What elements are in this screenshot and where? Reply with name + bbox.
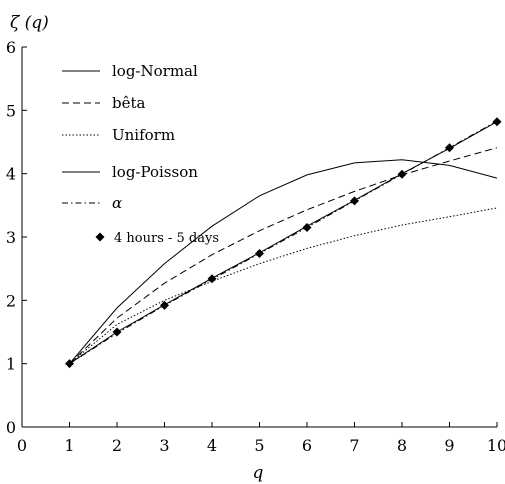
- y-tick-label: 6: [6, 38, 16, 57]
- x-tick-label: 7: [349, 436, 359, 455]
- y-tick-label: 5: [6, 101, 16, 120]
- y-axis-label: ζ (q): [10, 13, 49, 33]
- series-line-uniform: [69, 207, 498, 365]
- ticks: 0 1 2 3 4 5 6 7 8 9 10 0 1 2 3 4 5 6: [6, 38, 505, 455]
- marker-point: [350, 196, 359, 206]
- marker-point: [397, 169, 407, 179]
- y-tick-label: 0: [6, 418, 16, 437]
- x-axis-label: q: [253, 463, 264, 483]
- x-tick-label: 8: [397, 436, 407, 455]
- series-line-series-4: [69, 120, 498, 365]
- x-tick-label: 0: [17, 436, 27, 455]
- legend-label: α: [112, 194, 122, 212]
- y-tick-label: 4: [6, 165, 16, 184]
- legend: log-Normal bêta Uniform log-Poisson α 4 hours…: [62, 62, 219, 246]
- legend-marker: [95, 232, 105, 242]
- marker-point: [207, 274, 217, 284]
- marker-point: [492, 117, 502, 127]
- x-tick-label: 5: [254, 436, 264, 455]
- y-tick-label: 2: [6, 291, 16, 310]
- legend-label: Uniform: [112, 126, 175, 144]
- x-tick-label: 10: [487, 436, 505, 455]
- legend-label: 4 hours - 5 days: [114, 231, 219, 246]
- x-tick-label: 6: [302, 436, 312, 455]
- legend-label: bêta: [112, 94, 146, 112]
- marker-point: [302, 223, 312, 232]
- axes: [21, 47, 497, 428]
- marker-point: [112, 327, 122, 337]
- x-tick-label: 2: [112, 436, 122, 455]
- x-tick-label: 1: [64, 436, 74, 455]
- series-line-log-normal: [69, 159, 498, 365]
- legend-label: log-Normal: [112, 62, 198, 80]
- marker-point: [65, 359, 74, 369]
- y-tick-label: 1: [6, 355, 16, 374]
- marker-point: [160, 300, 169, 310]
- marker-point: [255, 248, 264, 258]
- legend-label: log-Poisson: [112, 163, 198, 181]
- x-tick-label: 9: [444, 436, 454, 455]
- marker-point: [445, 143, 454, 153]
- series-line-b-ta: [69, 147, 498, 365]
- x-tick-label: 3: [159, 436, 169, 455]
- series-group: [65, 117, 502, 369]
- x-tick-label: 4: [207, 436, 217, 455]
- y-tick-label: 3: [6, 228, 16, 247]
